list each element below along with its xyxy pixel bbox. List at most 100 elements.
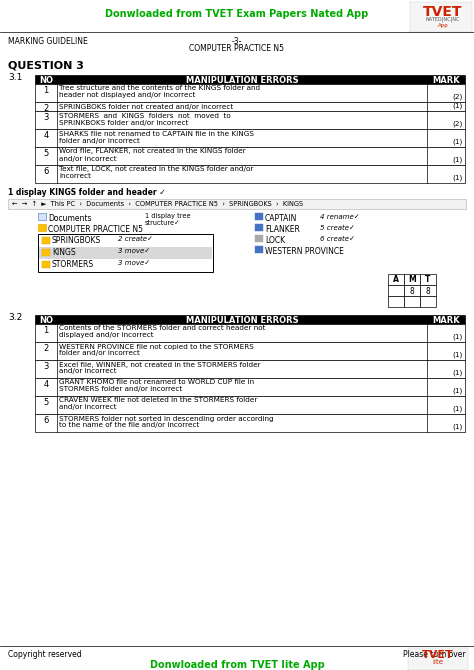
Text: STORMERS: STORMERS (52, 260, 94, 269)
Text: Donwloaded from TVET lite App: Donwloaded from TVET lite App (150, 660, 324, 670)
Bar (410, 2, 472, 32)
Bar (35, 102, 465, 111)
Text: 1 display tree
structure✓: 1 display tree structure✓ (145, 213, 191, 226)
Text: 5 create✓: 5 create✓ (320, 225, 355, 231)
Bar (388, 296, 404, 307)
Text: MANIPULATION ERRORS: MANIPULATION ERRORS (186, 316, 298, 325)
Text: QUESTION 3: QUESTION 3 (8, 60, 84, 70)
Text: 4 rename✓: 4 rename✓ (320, 214, 360, 220)
Text: MARK: MARK (432, 76, 460, 85)
Text: 6 create✓: 6 create✓ (320, 236, 355, 242)
Bar (35, 147, 465, 165)
Text: A: A (393, 275, 399, 285)
Text: WESTERN PROVINCE file not copied to the STORMERS
folder and/or incorrect: WESTERN PROVINCE file not copied to the … (59, 344, 254, 356)
Text: (1): (1) (453, 174, 463, 181)
Text: T: T (425, 275, 431, 285)
Text: MARK: MARK (432, 316, 460, 325)
Bar (404, 274, 420, 285)
Bar (35, 111, 465, 129)
Text: 2 create✓: 2 create✓ (118, 236, 153, 242)
Bar (255, 213, 263, 220)
Text: 6: 6 (43, 416, 49, 425)
Text: TVET: TVET (423, 5, 463, 19)
Bar (388, 285, 404, 296)
Bar (255, 235, 263, 242)
Text: Tree structure and the contents of the KINGS folder and
header not displayed and: Tree structure and the contents of the K… (59, 86, 260, 98)
Bar (404, 296, 420, 307)
Text: (1): (1) (453, 157, 463, 163)
Bar (35, 315, 465, 324)
Bar (35, 324, 465, 342)
Bar (404, 285, 420, 296)
Text: 1: 1 (44, 326, 49, 335)
Bar (388, 274, 404, 285)
Bar (42, 261, 50, 268)
Bar (35, 396, 465, 414)
Text: 3: 3 (43, 113, 49, 122)
Text: COMPUTER PRACTICE N5: COMPUTER PRACTICE N5 (190, 44, 284, 53)
Bar (255, 246, 263, 253)
Bar (420, 296, 436, 307)
Text: M: M (408, 275, 416, 285)
Bar (38, 213, 46, 220)
Bar (38, 234, 213, 272)
Text: 8: 8 (410, 287, 414, 295)
Text: CAPTAIN: CAPTAIN (265, 214, 297, 223)
Bar (420, 285, 436, 296)
Text: WESTERN PROVINCE: WESTERN PROVINCE (265, 247, 344, 256)
Text: SPRINGBOKS folder not created and/or incorrect: SPRINGBOKS folder not created and/or inc… (59, 103, 233, 109)
Text: Excel file, WINNER, not created in the STORMERS folder
and/or incorrect: Excel file, WINNER, not created in the S… (59, 362, 261, 375)
Text: (1): (1) (453, 405, 463, 412)
Text: Contents of the STORMERS folder and correct header not
displayed and/or incorrec: Contents of the STORMERS folder and corr… (59, 326, 265, 338)
Text: NO: NO (39, 76, 53, 85)
Text: FLANKER: FLANKER (265, 225, 300, 234)
Text: 1: 1 (44, 86, 49, 95)
Text: 5: 5 (44, 398, 49, 407)
Text: SPRINGBOKS: SPRINGBOKS (52, 236, 101, 245)
Text: 2: 2 (44, 104, 49, 113)
Text: MARKING GUIDELINE: MARKING GUIDELINE (8, 37, 88, 46)
Text: 4: 4 (44, 131, 49, 140)
Text: MANIPULATION ERRORS: MANIPULATION ERRORS (186, 76, 298, 85)
Bar (420, 274, 436, 285)
Text: (1): (1) (453, 334, 463, 340)
Text: 1 display KINGS folder and header ✓: 1 display KINGS folder and header ✓ (8, 188, 165, 197)
Bar (39, 247, 212, 259)
Bar (42, 249, 50, 256)
Text: Please turn over: Please turn over (403, 650, 466, 659)
Text: COMPUTER PRACTICE N5: COMPUTER PRACTICE N5 (48, 225, 143, 234)
Text: (1): (1) (453, 139, 463, 145)
Text: STORMERS folder not sorted in descending order according
to the name of the file: STORMERS folder not sorted in descending… (59, 415, 273, 429)
Text: -3-: -3- (232, 37, 242, 46)
Bar (35, 84, 465, 102)
Text: (1): (1) (453, 369, 463, 376)
Bar (255, 224, 263, 231)
Text: (1): (1) (453, 423, 463, 430)
Text: Donwloaded from TVET Exam Papers Nated App: Donwloaded from TVET Exam Papers Nated A… (105, 9, 369, 19)
Bar (42, 237, 50, 244)
Text: App: App (438, 23, 448, 28)
Bar (35, 75, 465, 84)
Bar (35, 360, 465, 378)
Bar (35, 165, 465, 183)
Text: CRAVEN WEEK file not deleted in the STORMERS folder
and/or incorrect: CRAVEN WEEK file not deleted in the STOR… (59, 397, 257, 411)
Text: SHARKS file not renamed to CAPTAIN file in the KINGS
folder and/or incorrect: SHARKS file not renamed to CAPTAIN file … (59, 131, 254, 143)
Bar (35, 378, 465, 396)
Text: Documents: Documents (48, 214, 91, 223)
Bar (8, 199, 466, 209)
Text: (2): (2) (453, 94, 463, 100)
Bar (408, 648, 468, 670)
Text: Word file, FLANKER, not created in the KINGS folder
and/or incorrect: Word file, FLANKER, not created in the K… (59, 149, 246, 161)
Text: (1): (1) (453, 352, 463, 358)
Text: lite: lite (432, 659, 444, 665)
Text: Text file, LOCK, not created in the KINGS folder and/or
incorrect: Text file, LOCK, not created in the KING… (59, 167, 254, 180)
Text: 3 move✓: 3 move✓ (118, 248, 150, 254)
Text: 3 move✓: 3 move✓ (118, 260, 150, 266)
Text: KINGS: KINGS (52, 248, 76, 257)
Text: TVET: TVET (422, 650, 454, 660)
Bar (35, 414, 465, 432)
Text: 6: 6 (43, 167, 49, 176)
Text: ←  →  ↑  ►  This PC  ›  Documents  ›  COMPUTER PRACTICE N5  ›  SPRINGBOKS  ›  KI: ← → ↑ ► This PC › Documents › COMPUTER P… (12, 200, 303, 206)
Text: NATED|NC|NC: NATED|NC|NC (426, 17, 460, 23)
Text: STORMERS  and  KINGS  folders  not  moved  to
SPRINKBOKS folder and/or incorrect: STORMERS and KINGS folders not moved to … (59, 113, 231, 125)
